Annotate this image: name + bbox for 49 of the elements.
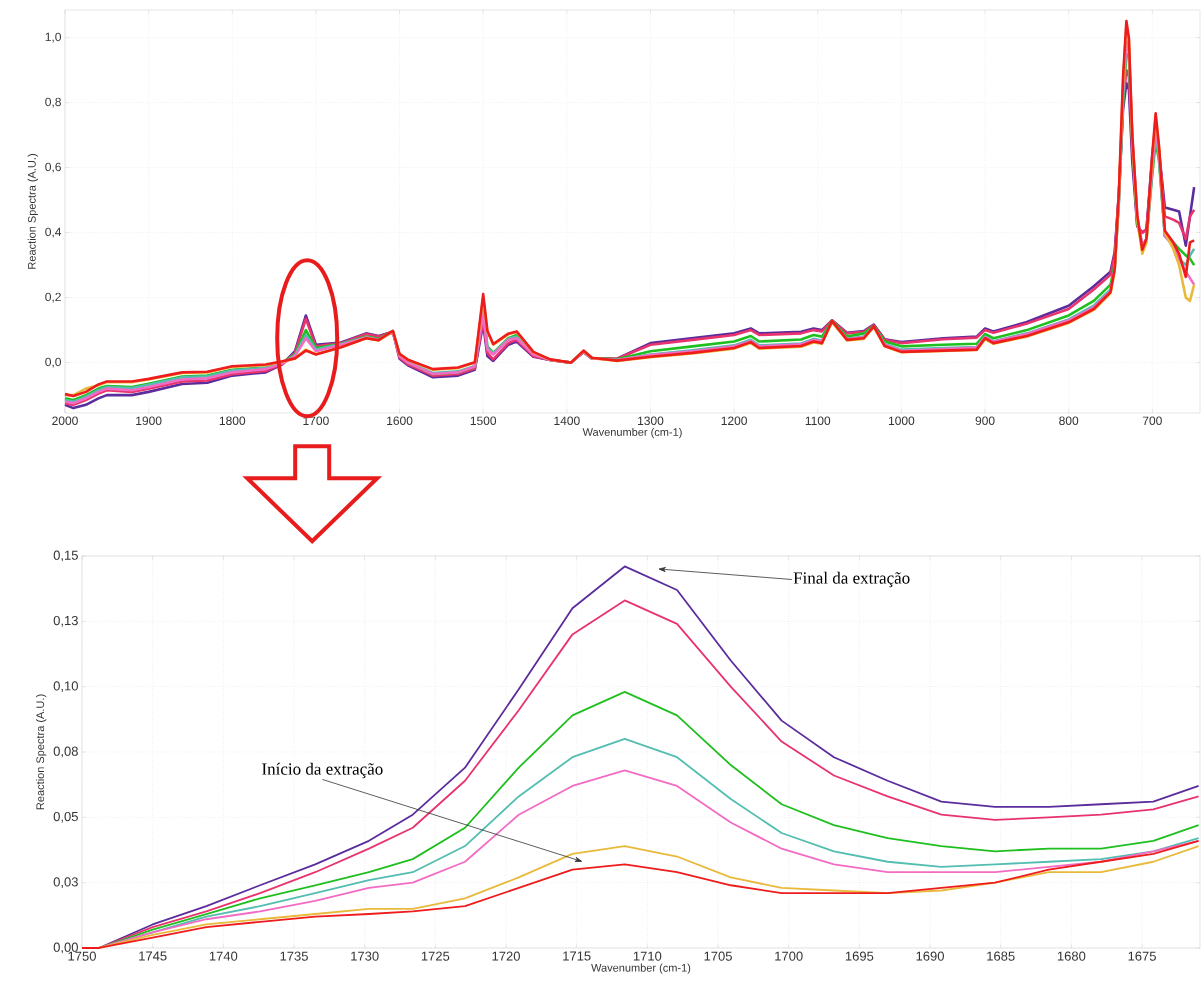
- x-axis-title: Wavenumber (cm-1): [582, 427, 682, 439]
- x-tick-label: 800: [1059, 416, 1079, 426]
- y-axis-title: Reaction Spectra (A.U.): [27, 154, 38, 269]
- x-tick-label: 1750: [68, 951, 96, 961]
- x-tick-label: 1710: [633, 951, 662, 961]
- x-tick-label: 1690: [916, 951, 944, 961]
- x-tick-label: 1730: [351, 951, 379, 961]
- x-tick-label: 1700: [775, 951, 803, 961]
- x-tick-label: 900: [975, 416, 995, 426]
- x-tick-label: 1100: [805, 416, 831, 426]
- x-tick-label: 1720: [492, 951, 520, 961]
- annotation: Início da extração: [262, 762, 383, 779]
- y-tick-label: 0,0: [45, 357, 61, 368]
- y-tick-label: 0,08: [53, 746, 78, 758]
- annotation: Final da extração: [793, 571, 910, 588]
- y-axis-title: Reaction Spectra (A.U.): [36, 694, 47, 810]
- x-tick-label: 1800: [219, 416, 246, 426]
- x-axis-title: Wavenumber (cm-1): [591, 963, 691, 974]
- x-tick-label: 1705: [704, 951, 732, 961]
- y-tick-label: 1,0: [45, 32, 61, 43]
- x-tick-label: 1740: [209, 951, 238, 961]
- y-tick-label: 0,2: [45, 292, 61, 303]
- x-tick-label: 1680: [1057, 951, 1086, 961]
- y-tick-label: 0,8: [45, 97, 61, 108]
- x-tick-label: 1675: [1128, 951, 1156, 961]
- x-tick-label: 2000: [52, 416, 78, 426]
- x-tick-label: 1715: [563, 951, 591, 961]
- y-tick-label: 0,00: [53, 942, 78, 954]
- x-tick-label: 1900: [136, 416, 162, 426]
- y-tick-label: 0,6: [45, 162, 61, 173]
- y-tick-label: 0,15: [53, 550, 78, 562]
- x-tick-label: 1735: [280, 951, 308, 961]
- y-tick-label: 0,4: [45, 227, 62, 238]
- x-tick-label: 1000: [888, 416, 915, 426]
- x-tick-label: 1700: [303, 416, 329, 426]
- x-tick-label: 1600: [387, 416, 413, 426]
- x-tick-label: 1725: [421, 951, 450, 961]
- y-tick-label: 0,10: [53, 681, 78, 693]
- x-tick-label: 700: [1142, 416, 1162, 426]
- x-tick-label: 1695: [845, 951, 874, 961]
- x-tick-label: 1745: [139, 951, 167, 961]
- x-tick-label: 1200: [721, 416, 747, 426]
- y-tick-label: 0,03: [53, 877, 78, 889]
- y-tick-label: 0,13: [53, 615, 78, 627]
- x-tick-label: 1500: [470, 416, 497, 426]
- y-tick-label: 0,05: [53, 811, 78, 823]
- x-tick-label: 1685: [987, 951, 1015, 961]
- x-tick-label: 1300: [638, 416, 664, 426]
- x-tick-label: 1400: [554, 416, 580, 426]
